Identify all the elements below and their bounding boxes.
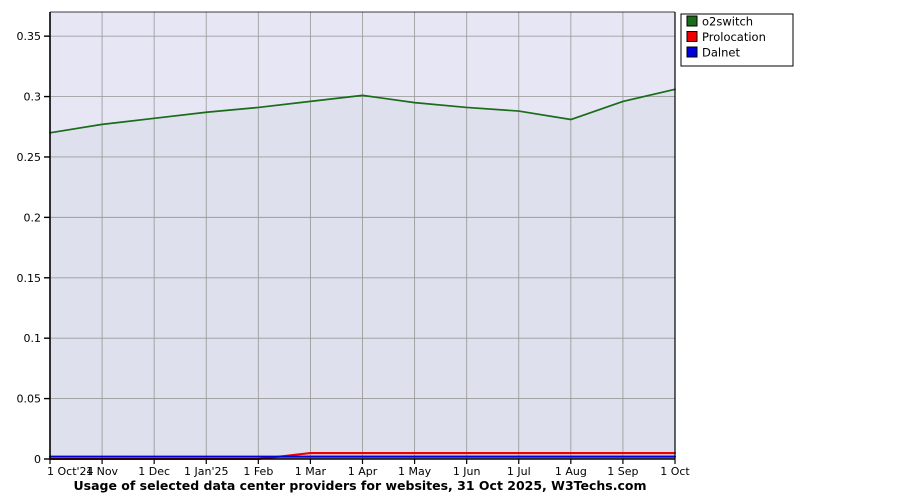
- chart-title: Usage of selected data center providers …: [73, 478, 646, 493]
- y-tick-label: 0.05: [17, 393, 42, 406]
- x-tick-label: 1 Apr: [348, 465, 378, 478]
- legend-box: [680, 13, 794, 67]
- y-axis-ticks: 0 0.05 0.1 0.15 0.2 0.25 0.3 0.35: [17, 30, 50, 466]
- x-tick-label: 1 Jun: [453, 465, 481, 478]
- legend-swatch-dalnet: [686, 46, 698, 58]
- x-tick-label: 1 Sep: [607, 465, 638, 478]
- series-area-o2switch: [50, 89, 675, 459]
- series-layer: [49, 88, 676, 460]
- y-tick-label: 0: [34, 453, 41, 466]
- x-tick-label: 1 Aug: [555, 465, 587, 478]
- x-tick-label: 1 Oct'24: [47, 465, 94, 478]
- legend-label-o2switch: o2switch: [702, 15, 753, 29]
- y-tick-label: 0.35: [17, 30, 42, 43]
- x-tick-label: 1 May: [398, 465, 432, 478]
- x-tick-label: 1 Dec: [138, 465, 170, 478]
- x-tick-label: 1 Jan'25: [184, 465, 228, 478]
- y-tick-label: 0.1: [24, 332, 42, 345]
- x-tick-label: 1 Feb: [243, 465, 273, 478]
- y-tick-label: 0.15: [17, 272, 42, 285]
- legend-label-prolocation: Prolocation: [702, 30, 766, 44]
- x-tick-label: 1 Oct: [660, 465, 690, 478]
- y-tick-label: 0.25: [17, 151, 42, 164]
- x-tick-label: 1 Mar: [295, 465, 327, 478]
- legend-swatch-prolocation: [686, 31, 698, 42]
- series-line-o2switch: [49, 88, 676, 134]
- legend-swatch-o2switch: [686, 15, 698, 27]
- x-axis-ticks: 1 Oct'241 Nov 1 Dec 1 Jan'25 1 Feb 1 Mar 1 Ap…: [47, 459, 690, 478]
- y-tick-label: 0.2: [24, 211, 42, 224]
- legend-label-dalnet: Dalnet: [702, 46, 740, 60]
- x-tick-label: 1 Jul: [507, 465, 531, 478]
- x-tick-label: 1 Nov: [86, 465, 118, 478]
- y-tick-label: 0.3: [24, 91, 42, 104]
